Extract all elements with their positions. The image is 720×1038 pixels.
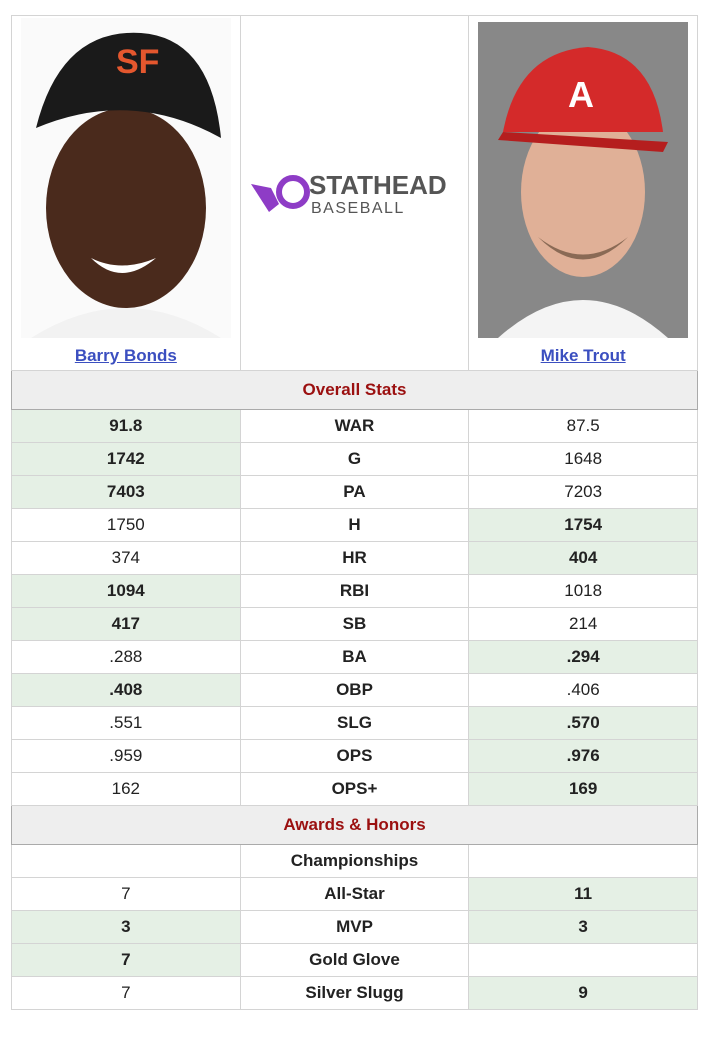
stat-value: .570 xyxy=(468,706,698,740)
stat-label: SLG xyxy=(239,706,470,740)
stat-row: 162 OPS+ 169 xyxy=(11,772,698,806)
comparison-table: SF Barry Bonds STATHEAD BASEBALL A Mike … xyxy=(11,15,698,1010)
logo-text: STATHEAD xyxy=(309,170,447,200)
stat-value: 7 xyxy=(11,877,241,911)
section-row: Awards & Honors xyxy=(11,805,698,845)
player-cell: A Mike Trout xyxy=(468,15,698,371)
stat-value: .406 xyxy=(468,673,698,707)
stat-label: Gold Glove xyxy=(239,943,470,977)
stat-row: 7 All-Star 11 xyxy=(11,877,698,911)
section-row: Overall Stats xyxy=(11,370,698,410)
stat-value: .959 xyxy=(11,739,241,773)
stat-row: 1750 H 1754 xyxy=(11,508,698,542)
stat-label: OBP xyxy=(239,673,470,707)
stat-value: 1648 xyxy=(468,442,698,476)
stat-label: BA xyxy=(239,640,470,674)
stat-label: H xyxy=(239,508,470,542)
stat-row: 3 MVP 3 xyxy=(11,910,698,944)
player-photo: SF xyxy=(20,18,231,338)
logo: STATHEAD BASEBALL xyxy=(250,170,447,217)
stat-value: 1018 xyxy=(468,574,698,608)
logo-text: BASEBALL xyxy=(311,200,405,217)
stat-value: .551 xyxy=(11,706,241,740)
stat-label: WAR xyxy=(239,409,470,443)
stat-value: 169 xyxy=(468,772,698,806)
stat-value: 91.8 xyxy=(11,409,241,443)
stat-row: .551 SLG .570 xyxy=(11,706,698,740)
stat-value: .976 xyxy=(468,739,698,773)
stat-label: MVP xyxy=(239,910,470,944)
stat-value: .408 xyxy=(11,673,241,707)
stat-value: 7 xyxy=(11,976,241,1010)
section-title: Overall Stats xyxy=(11,370,698,410)
stat-row: .408 OBP .406 xyxy=(11,673,698,707)
stat-row: 1742 G 1648 xyxy=(11,442,698,476)
stat-row: 417 SB 214 xyxy=(11,607,698,641)
svg-text:A: A xyxy=(568,74,594,115)
stat-value: 162 xyxy=(11,772,241,806)
stat-value: 1742 xyxy=(11,442,241,476)
stat-value: 1754 xyxy=(468,508,698,542)
stat-value: 374 xyxy=(11,541,241,575)
player-photo: A xyxy=(478,22,689,338)
stat-value xyxy=(468,943,698,977)
stat-value xyxy=(468,844,698,878)
stat-row: 7403 PA 7203 xyxy=(11,475,698,509)
stat-label: HR xyxy=(239,541,470,575)
stat-value: 87.5 xyxy=(468,409,698,443)
stat-value: 3 xyxy=(468,910,698,944)
stat-value: 7 xyxy=(11,943,241,977)
stat-label: RBI xyxy=(239,574,470,608)
stat-row: 91.8 WAR 87.5 xyxy=(11,409,698,443)
player-cell: SF Barry Bonds xyxy=(11,15,241,371)
stat-row: 7 Silver Slugg 9 xyxy=(11,976,698,1010)
stat-value: 1094 xyxy=(11,574,241,608)
stat-label: OPS xyxy=(239,739,470,773)
stat-label: PA xyxy=(239,475,470,509)
stat-row: 1094 RBI 1018 xyxy=(11,574,698,608)
stat-value xyxy=(11,844,241,878)
stat-row: .288 BA .294 xyxy=(11,640,698,674)
stat-value: 404 xyxy=(468,541,698,575)
stat-value: 3 xyxy=(11,910,241,944)
stat-row: 374 HR 404 xyxy=(11,541,698,575)
stat-label: OPS+ xyxy=(239,772,470,806)
svg-text:SF: SF xyxy=(116,43,159,81)
stat-value: 417 xyxy=(11,607,241,641)
player-link[interactable]: Mike Trout xyxy=(540,346,626,365)
stat-label: G xyxy=(239,442,470,476)
player-link[interactable]: Barry Bonds xyxy=(74,346,177,365)
section-title: Awards & Honors xyxy=(11,805,698,845)
logo-cell: STATHEAD BASEBALL xyxy=(239,15,470,371)
stat-value: 214 xyxy=(468,607,698,641)
stat-value: .294 xyxy=(468,640,698,674)
stat-row: 7 Gold Glove xyxy=(11,943,698,977)
stat-value: .288 xyxy=(11,640,241,674)
stat-row: .959 OPS .976 xyxy=(11,739,698,773)
stat-label: Silver Slugg xyxy=(239,976,470,1010)
stat-value: 7203 xyxy=(468,475,698,509)
stat-label: All-Star xyxy=(239,877,470,911)
stat-value: 1750 xyxy=(11,508,241,542)
stat-value: 11 xyxy=(468,877,698,911)
comparison: SF Barry Bonds STATHEAD BASEBALL A Mike … xyxy=(11,15,698,1010)
stat-label: Championships xyxy=(239,844,470,878)
stat-value: 7403 xyxy=(11,475,241,509)
stat-row: Championships xyxy=(11,844,698,878)
stat-value: 9 xyxy=(468,976,698,1010)
player-row: SF Barry Bonds STATHEAD BASEBALL A Mike … xyxy=(11,15,698,371)
stat-label: SB xyxy=(239,607,470,641)
